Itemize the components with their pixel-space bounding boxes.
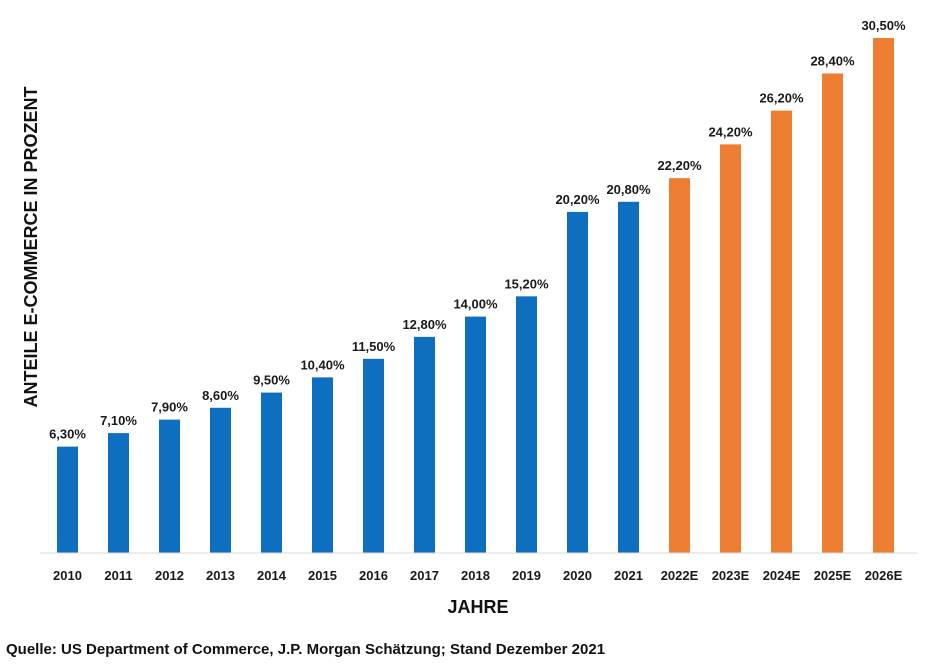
- x-tick-label-2019: 2019: [512, 568, 541, 583]
- bar-value-label-2024E: 26,20%: [759, 91, 804, 106]
- bar-value-label-2019: 15,20%: [504, 276, 549, 291]
- bar-2022E: [669, 178, 690, 554]
- x-tick-label-2010: 2010: [53, 568, 82, 583]
- x-tick-label-2022E: 2022E: [661, 568, 699, 583]
- bar-2025E: [822, 73, 843, 553]
- bar-value-label-2016: 11,50%: [352, 339, 396, 354]
- x-tick-label-2024E: 2024E: [763, 568, 801, 583]
- x-tick-label-2017: 2017: [410, 568, 439, 583]
- x-tick-label-2023E: 2023E: [712, 568, 750, 583]
- x-tick-label-2020: 2020: [563, 568, 592, 583]
- bar-2010: [57, 446, 78, 553]
- y-axis-title: ANTEILE E-COMMERCE IN PROZENT: [21, 86, 41, 407]
- x-tick-labels: 2010 2011 2012 2013 2014 2015 2016 2017 2018 2019…: [53, 568, 903, 583]
- x-tick-label-2026E: 2026E: [865, 568, 903, 583]
- bar-value-label-2015: 10,40%: [300, 357, 345, 372]
- bar-value-label-2025E: 28,40%: [810, 53, 855, 68]
- x-tick-label-2018: 2018: [461, 568, 490, 583]
- bar-2026E: [873, 38, 894, 553]
- bar-2019: [516, 296, 537, 553]
- bar-value-label-2013: 8,60%: [202, 388, 239, 403]
- bar-value-label-2018: 14,00%: [453, 297, 498, 312]
- bar-2012: [159, 419, 180, 553]
- x-tick-label-2021: 2021: [614, 568, 643, 583]
- x-tick-label-2011: 2011: [104, 568, 132, 583]
- bar-value-label-2017: 12,80%: [402, 317, 447, 332]
- bar-value-label-2014: 9,50%: [253, 373, 290, 388]
- bar-value-label-2020: 20,20%: [555, 192, 600, 207]
- x-tick-label-2013: 2013: [206, 568, 235, 583]
- bar-value-label-2012: 7,90%: [151, 400, 188, 415]
- bar-2024E: [771, 110, 792, 553]
- bar-value-label-2023E: 24,20%: [708, 124, 753, 139]
- bar-2023E: [720, 144, 741, 553]
- x-tick-label-2012: 2012: [155, 568, 184, 583]
- source-note: Quelle: US Department of Commerce, J.P. …: [6, 641, 606, 658]
- bar-2013: [210, 407, 231, 553]
- bar-2021: [618, 201, 639, 554]
- bar-value-label-2010: 6,30%: [49, 427, 86, 442]
- bars-group: [57, 38, 894, 554]
- bar-value-label-2026E: 30,50%: [861, 18, 906, 33]
- bar-2014: [261, 392, 282, 553]
- bar-value-label-2022E: 22,20%: [657, 158, 702, 173]
- bar-value-labels: 6,30% 7,10% 7,90% 8,60% 9,50% 10,40% 11,50% 12,…: [49, 18, 906, 442]
- x-tick-label-2025E: 2025E: [814, 568, 852, 583]
- bar-2011: [108, 433, 129, 553]
- bar-value-label-2021: 20,80%: [606, 182, 651, 197]
- bar-2018: [465, 316, 486, 553]
- e-commerce-share-bar-chart: 6,30% 7,10% 7,90% 8,60% 9,50% 10,40% 11,50% 12,…: [21, 18, 918, 617]
- x-tick-label-2015: 2015: [308, 568, 337, 583]
- bar-2020: [567, 211, 588, 553]
- bar-value-label-2011: 7,10%: [100, 413, 137, 428]
- bar-2017: [414, 336, 435, 553]
- bar-2016: [363, 358, 384, 553]
- x-axis-title: JAHRE: [447, 597, 508, 617]
- bar-2015: [312, 377, 333, 553]
- x-tick-label-2016: 2016: [359, 568, 388, 583]
- x-tick-label-2014: 2014: [257, 568, 287, 583]
